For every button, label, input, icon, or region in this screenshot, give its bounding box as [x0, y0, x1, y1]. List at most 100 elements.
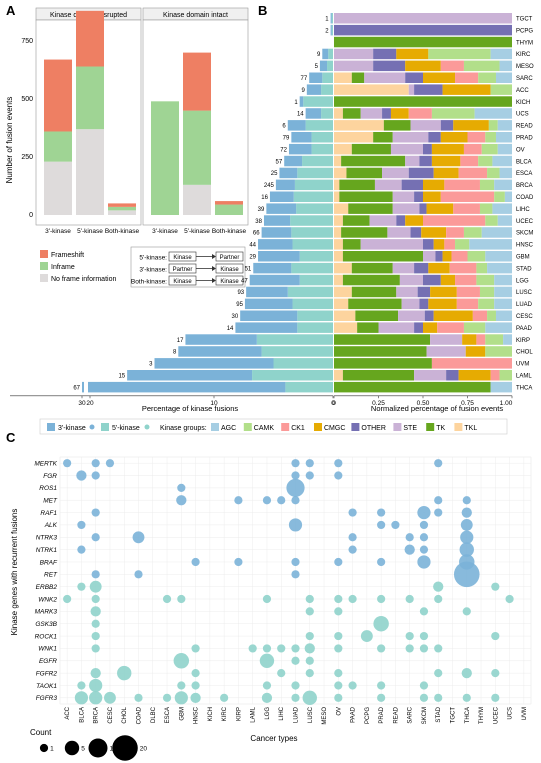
- bar-segment-agc: [497, 215, 512, 226]
- bar-segment-agc: [492, 203, 512, 214]
- fusion-dot: [90, 606, 101, 617]
- bar-3prime: [306, 84, 322, 95]
- fusion-dot: [434, 459, 443, 468]
- fusion-dot: [177, 594, 186, 604]
- bar-segment-other: [419, 298, 429, 310]
- cancer-label: LGG: [516, 278, 529, 284]
- cancer-type-label: SKCM: [422, 707, 428, 724]
- fusion-dot: [305, 607, 314, 616]
- bar-3prime: [127, 370, 253, 381]
- panel-b-right-xlabel: Normalized percentage of fusion events: [371, 404, 503, 413]
- count-label: 15: [118, 374, 125, 380]
- bar-segment-ste: [414, 370, 447, 381]
- fusion-dot: [419, 607, 429, 616]
- diagram-arrowhead: [212, 266, 216, 271]
- count-label: 3: [149, 362, 153, 368]
- cancer-type-label: KIRC: [222, 706, 228, 721]
- bar-segment-ste: [374, 179, 402, 191]
- fusion-dot: [291, 681, 300, 690]
- bar-segment-agc: [495, 132, 512, 143]
- fusion-dot: [377, 594, 386, 604]
- panel-b-axes: 30 20 10 00 0.25 0.50 0.75 1.00: [10, 395, 513, 407]
- fusion-dot: [191, 669, 200, 678]
- cancer-type-label: LGG: [265, 707, 271, 720]
- fusion-dot: [286, 478, 305, 497]
- cancer-label: BRCA: [516, 183, 533, 189]
- bar-3prime: [287, 120, 306, 131]
- cancer-label: TGCT: [516, 17, 533, 23]
- fusion-dot: [277, 669, 286, 678]
- cancer-label: COAD: [516, 195, 534, 201]
- bar-segment-tk: [342, 274, 400, 286]
- bar-segment-other: [405, 72, 423, 83]
- fusion-dot: [434, 508, 443, 517]
- count-label: 93: [237, 290, 244, 296]
- cancer-label: THCA: [516, 385, 532, 391]
- fusion-dot: [334, 681, 343, 690]
- bar-segment-ck1: [490, 370, 500, 381]
- bar-3prime: [244, 298, 293, 310]
- fusion-dot: [174, 691, 188, 705]
- fusion-dot: [77, 520, 86, 530]
- bar-segment-ck1: [458, 167, 488, 179]
- fusion-dot: [334, 557, 343, 567]
- bar-segment-camk: [463, 60, 500, 72]
- bar-segment-cmgc: [426, 203, 454, 214]
- cancer-label: GBM: [516, 255, 530, 261]
- bar-segment-ck1: [440, 60, 464, 72]
- bar-segment-agc: [490, 381, 512, 393]
- bar-segment-ste: [423, 251, 436, 262]
- legend-groups-title: Kinase groups:: [160, 425, 207, 432]
- legend-label-ste: STE: [403, 425, 417, 432]
- bar-5prime: [273, 358, 333, 369]
- bar-segment-ck1: [437, 322, 464, 333]
- bar-segment-ste: [392, 132, 429, 143]
- bar-3prime: [284, 155, 303, 167]
- legend-swatch-3prime: [47, 423, 55, 431]
- fusion-dot: [377, 644, 386, 653]
- bar-segment-tkl: [334, 143, 352, 155]
- bar-3prime: [275, 179, 295, 191]
- panel-b-letter: B: [258, 3, 267, 18]
- bar-3prime: [330, 24, 332, 36]
- fusion-dot: [291, 570, 300, 579]
- bar-segment: [151, 101, 179, 215]
- bar-segment-other: [334, 24, 512, 36]
- bar-segment: [215, 201, 243, 205]
- legend-swatch-frameshift: [40, 250, 48, 258]
- cancer-type-label: READ: [393, 706, 399, 723]
- bar-segment-tkl: [334, 251, 343, 262]
- fusion-dot: [234, 496, 243, 505]
- fusion-dot: [419, 693, 429, 702]
- fusion-dot: [419, 681, 429, 690]
- count-label: 39: [258, 207, 265, 213]
- bar-3prime: [253, 262, 292, 274]
- bar-segment-tk: [348, 203, 393, 214]
- bar-segment-ste: [410, 120, 441, 131]
- bar-segment-cmgc: [431, 143, 464, 155]
- count-label: 57: [276, 159, 283, 165]
- bar-segment-agc: [504, 191, 512, 202]
- bar-segment-other: [382, 108, 391, 119]
- count-legend-dot: [39, 743, 49, 753]
- fusion-dot: [373, 616, 389, 632]
- bar-segment-tkl: [334, 370, 343, 381]
- bar-segment-ste: [430, 334, 463, 345]
- ytick-label: 750: [21, 38, 33, 45]
- bar-3prime: [258, 239, 293, 250]
- cancer-type-label: PCPG: [365, 707, 371, 724]
- bar-segment-camk: [499, 370, 512, 381]
- bar-segment-camk: [481, 143, 498, 155]
- panel-a-xlabels: 3'-kinase 5'-kinase Both-kinase 3'-kinase 5'…: [45, 228, 246, 235]
- legend-swatch-tk: [426, 423, 435, 431]
- fusion-dot: [334, 631, 343, 641]
- fusion-dot: [405, 644, 414, 653]
- diagram-box-text: Kinase: [220, 267, 239, 273]
- bar-segment-tkl: [334, 132, 374, 143]
- legend-label-frameshift: Frameshift: [51, 252, 84, 259]
- bar-5prime: [287, 286, 333, 298]
- fusion-dot: [291, 459, 300, 468]
- bar-5prime: [299, 274, 333, 286]
- fusion-dot: [90, 667, 101, 679]
- fusion-dot: [348, 508, 357, 517]
